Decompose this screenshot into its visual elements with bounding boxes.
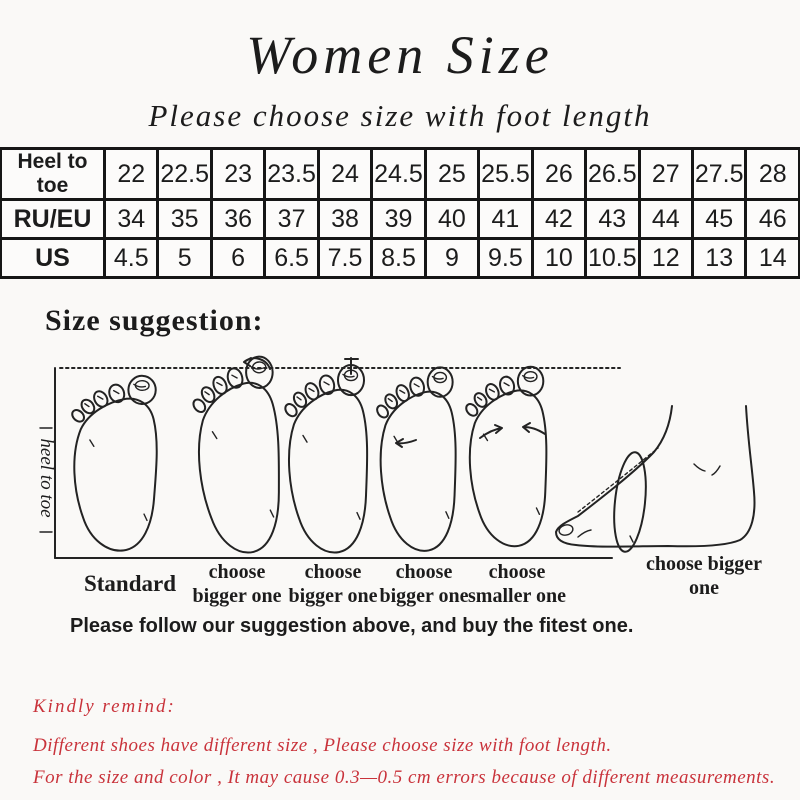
size-table-cell: 34 (102, 198, 160, 240)
size-table-cell: 37 (263, 198, 320, 240)
reminder-heading: Kindly remind: (33, 696, 176, 717)
size-table-cell: 39 (370, 198, 427, 240)
size-table-cell: 26 (530, 147, 588, 201)
size-table-row-label: Heel to toe (0, 147, 106, 201)
size-table-cell: 41 (477, 198, 534, 240)
foot-label-0: Standard (83, 571, 177, 596)
size-table-cell: 23.5 (263, 147, 320, 201)
size-table-cell: 25.5 (477, 147, 534, 201)
size-table: Heel to toe 22 22.5 23 23.5 24 24.5 25 25.5 26 26.… (0, 147, 800, 279)
size-table-cell: 8.5 (370, 237, 427, 279)
size-table-cell: 28 (744, 147, 800, 201)
size-table-body: Heel to toe 22 22.5 23 23.5 24 24.5 25 25.5 26 26.… (0, 147, 800, 279)
foot-label-1: choose bigger one (192, 561, 282, 607)
size-table-row: Heel to toe 22 22.5 23 23.5 24 24.5 25 25.5 26 26.… (0, 147, 800, 201)
size-table-cell: 25 (423, 147, 481, 201)
reminder-block: Kindly remind: Different shoes have diff… (33, 696, 795, 799)
side-foot (555, 405, 756, 553)
size-table-cell: 24.5 (370, 147, 427, 201)
size-table-cell: 10.5 (584, 237, 641, 279)
size-table-cell: 4.5 (102, 237, 160, 279)
size-table-cell: 6 (209, 237, 267, 279)
size-table-cell: 38 (316, 198, 374, 240)
size-table-row-label: US (0, 237, 106, 279)
foot-label-4: choose smaller one (468, 561, 566, 607)
footprint-too-long (188, 355, 284, 556)
size-table-cell: 35 (156, 198, 213, 240)
size-table-cell: 36 (209, 198, 267, 240)
size-table-cell: 22 (102, 147, 160, 201)
size-table-cell: 27 (637, 147, 694, 201)
size-table-cell: 9.5 (477, 237, 534, 279)
reminder-line-2: For the size and color , It may cause 0.… (33, 767, 776, 788)
girth-ellipse (613, 451, 647, 553)
size-table-cell: 43 (584, 198, 641, 240)
footprint-toe-at-line (281, 364, 369, 554)
size-table-row: US 4.5 5 6 6.5 7.5 8.5 9 9.5 10 10.5 12 13 14 (0, 237, 800, 279)
foot-label-5: choose bigger one (645, 553, 763, 599)
foot-label-2: choose bigger one (288, 561, 378, 607)
footprint-standard (64, 372, 161, 553)
size-table-cell: 7.5 (316, 237, 374, 279)
size-table-cell: 27.5 (690, 147, 748, 201)
foot-label-3: choose bigger one (379, 561, 469, 607)
size-table-cell: 9 (423, 237, 481, 279)
size-table-cell: 22.5 (156, 147, 213, 201)
feet-diagram-graphic (39, 355, 756, 559)
page-subtitle: Please choose size with foot length (148, 98, 652, 133)
instep-dotted-line (577, 447, 659, 513)
footprint-wide (373, 366, 457, 552)
size-table-cell: 24 (316, 147, 374, 201)
page-title: Women Size (246, 25, 554, 85)
size-suggestion-heading: Size suggestion: (45, 304, 264, 337)
width-overflow-arrow (395, 438, 417, 448)
size-table-cell: 5 (156, 237, 213, 279)
size-table-cell: 23 (209, 147, 267, 201)
size-table-row-label: RU/EU (0, 198, 106, 240)
size-table-cell: 13 (690, 237, 748, 279)
side-foot-toenail (558, 524, 574, 536)
size-table-cell: 14 (744, 237, 800, 279)
size-table-cell: 44 (637, 198, 694, 240)
size-table-cell: 6.5 (263, 237, 320, 279)
size-table-cell: 26.5 (584, 147, 641, 201)
heel-to-toe-label: heel to toe (36, 438, 57, 518)
size-table-row: RU/EU 34 35 36 37 38 39 40 41 42 43 44 45 46 (0, 198, 800, 240)
footprint-narrow (462, 365, 548, 548)
size-table-cell: 45 (690, 198, 748, 240)
size-table-cell: 12 (637, 237, 694, 279)
toe-touch-line-mark (344, 357, 359, 375)
size-suggestion-diagram: heel to toe Standard choose bigger one cho… (0, 354, 800, 607)
size-table-cell: 46 (744, 198, 800, 240)
size-table-cell: 10 (530, 237, 588, 279)
toe-over-line-arrow (243, 357, 271, 370)
size-table-cell: 42 (530, 198, 588, 240)
size-table-cell: 40 (423, 198, 481, 240)
reminder-line-1: Different shoes have different size , Pl… (33, 735, 612, 756)
narrow-width-arrows (479, 422, 546, 439)
suggestion-note: Please follow our suggestion above, and … (70, 615, 634, 637)
